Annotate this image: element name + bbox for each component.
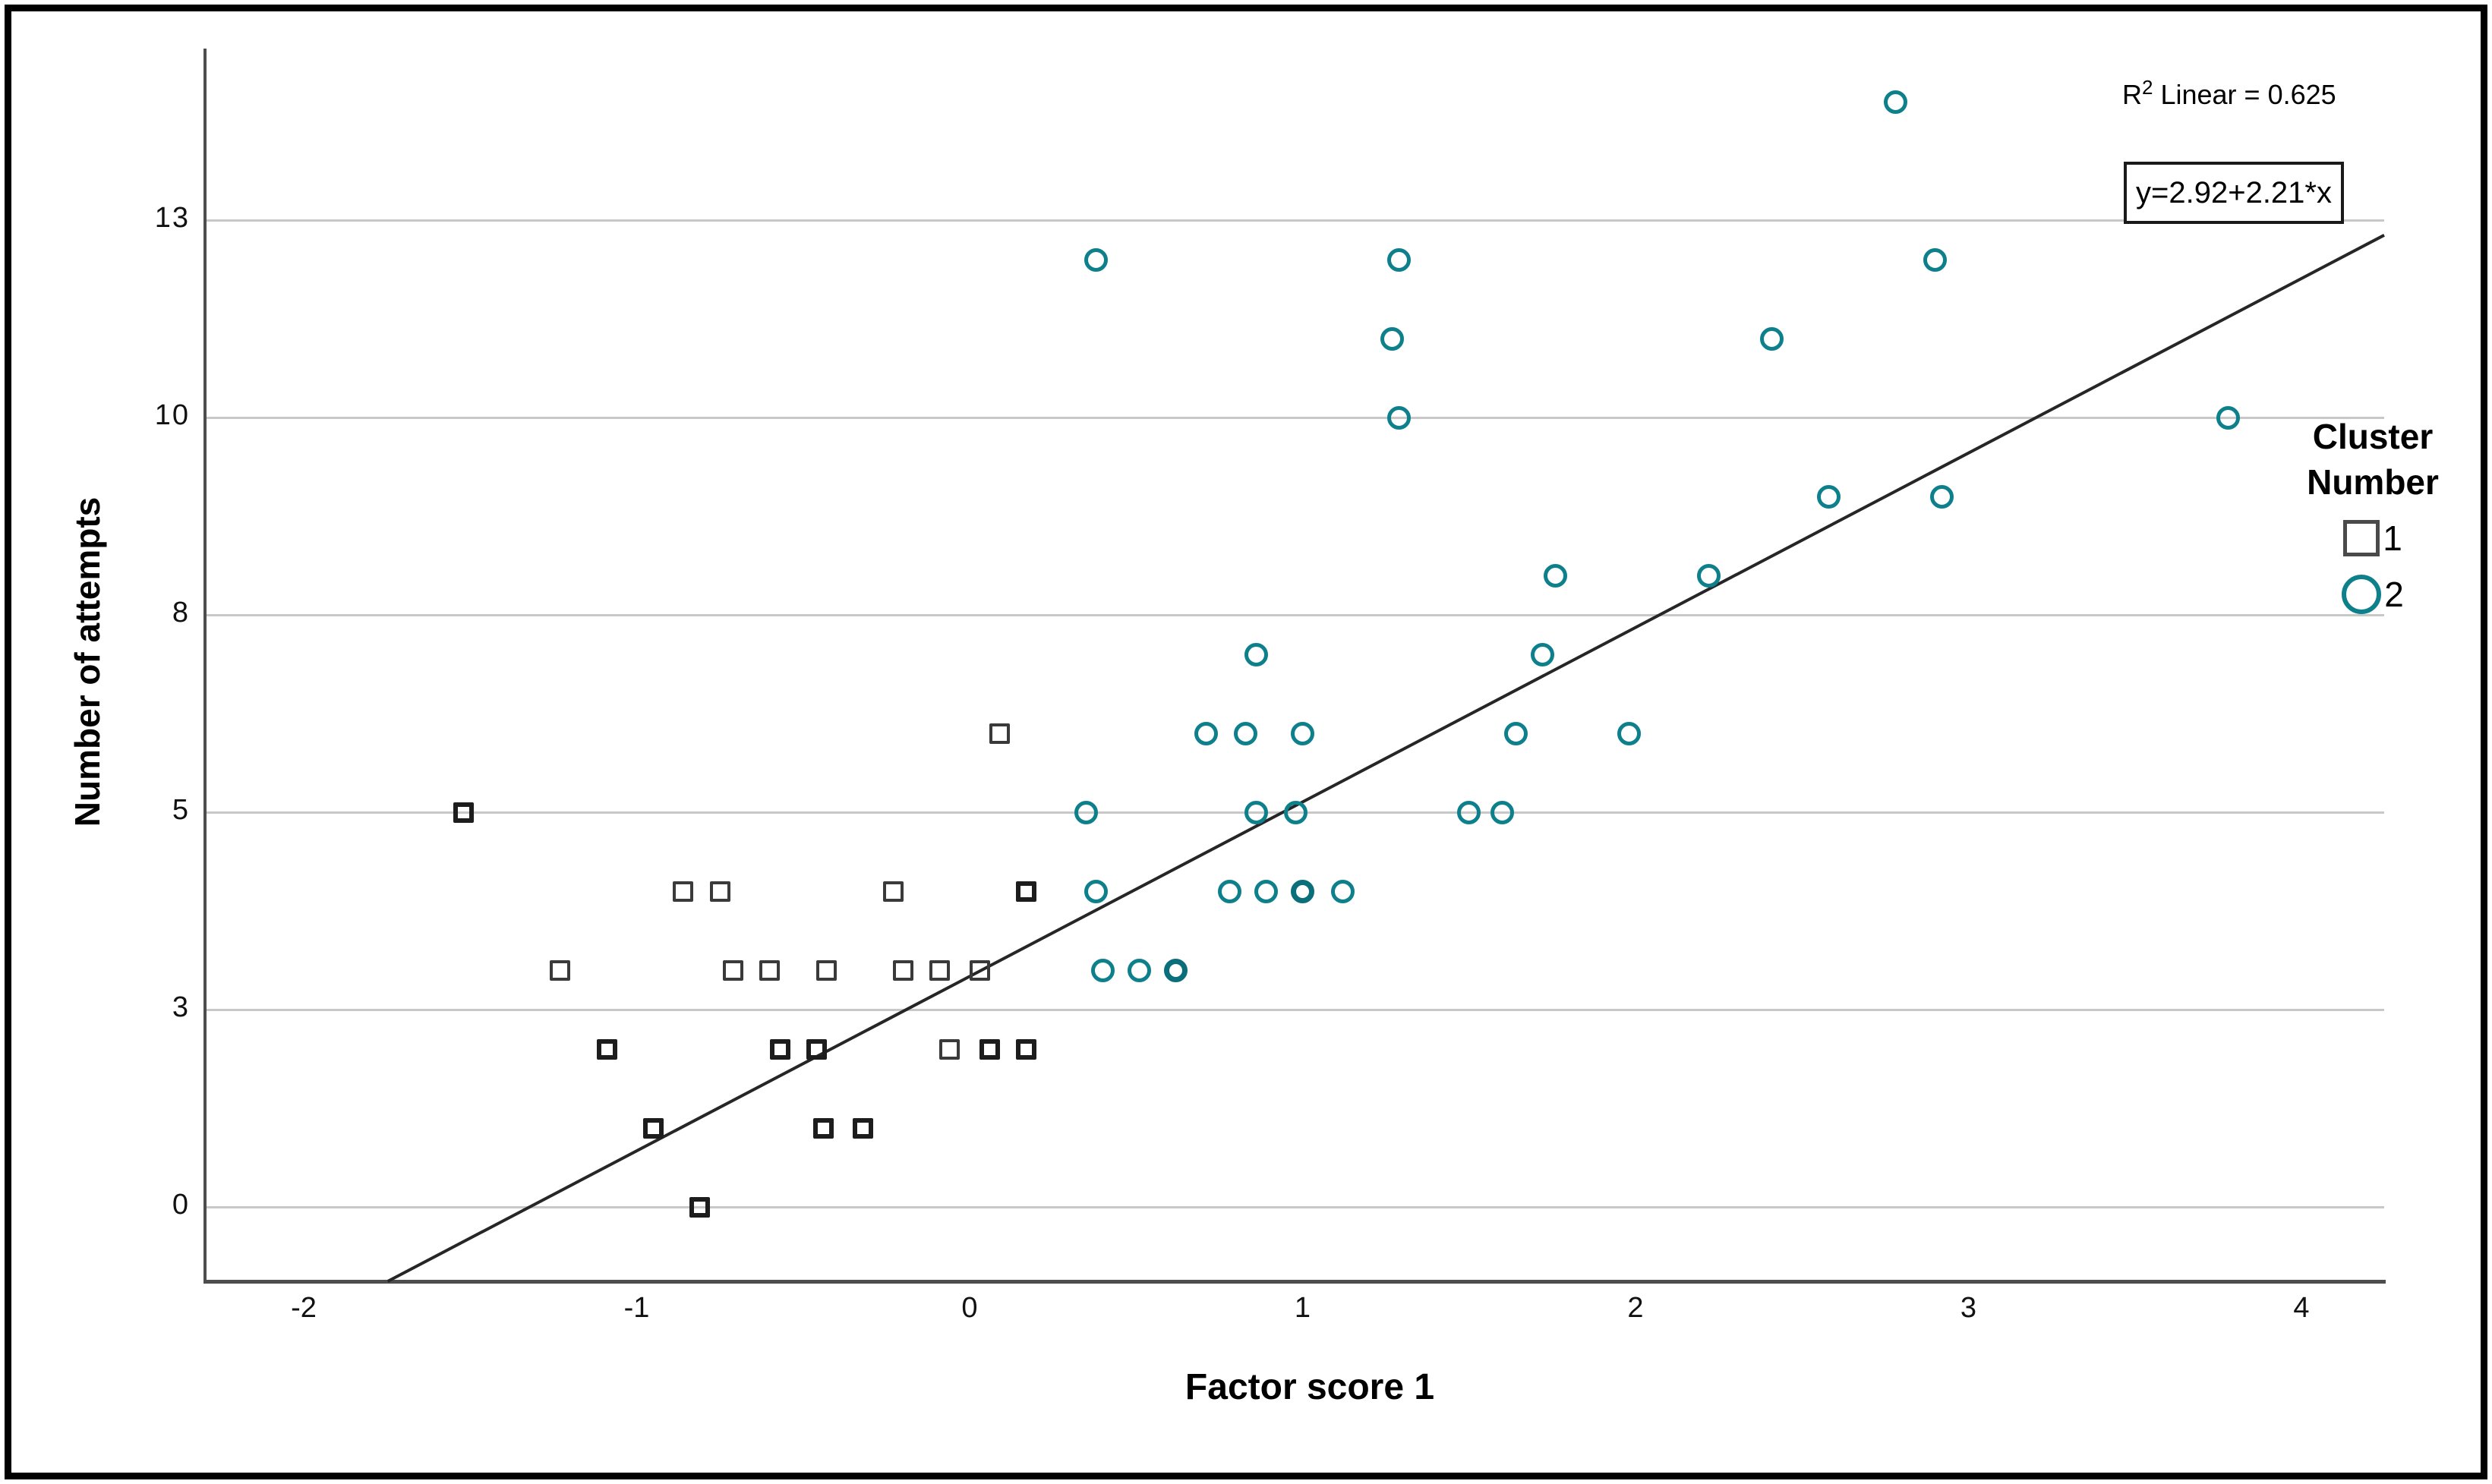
data-point-cluster2-circle bbox=[1217, 879, 1241, 903]
y-tick-label: 5 bbox=[172, 794, 190, 826]
data-point-cluster1-square bbox=[723, 959, 744, 981]
data-point-cluster2-circle bbox=[1883, 90, 1907, 114]
x-tick-label: -1 bbox=[623, 1292, 650, 1324]
data-point-cluster2-circle bbox=[1923, 247, 1948, 272]
data-point-cluster2-circle bbox=[1330, 879, 1355, 903]
r2-rest: Linear = 0.625 bbox=[2153, 79, 2336, 110]
data-point-cluster1-square bbox=[969, 959, 990, 981]
data-point-cluster2-circle bbox=[1284, 800, 1308, 824]
y-tick-label: 3 bbox=[172, 991, 190, 1023]
data-point-cluster2-circle bbox=[1194, 721, 1218, 745]
data-point-cluster2-circle bbox=[1074, 800, 1098, 824]
y-tick-label: 13 bbox=[154, 202, 190, 234]
data-point-cluster1-square bbox=[806, 1038, 827, 1060]
r2-base: R bbox=[2122, 79, 2142, 110]
legend-square-icon bbox=[2343, 520, 2380, 556]
data-point-cluster1-square bbox=[709, 881, 730, 902]
legend-circle-icon bbox=[2342, 575, 2382, 614]
data-point-cluster2-circle bbox=[1544, 563, 1568, 588]
data-point-cluster2-circle bbox=[1164, 958, 1188, 982]
y-tick-label: 10 bbox=[154, 399, 190, 431]
y-tick-label: 0 bbox=[172, 1189, 190, 1221]
data-point-cluster2-circle bbox=[1128, 958, 1152, 982]
equation-text: y=2.92+2.21*x bbox=[2136, 175, 2332, 210]
x-axis-line bbox=[203, 1280, 2386, 1284]
y-axis-line bbox=[203, 49, 207, 1282]
data-point-cluster1-square bbox=[892, 959, 913, 981]
data-point-cluster1-square bbox=[853, 1117, 874, 1139]
data-point-cluster1-square bbox=[596, 1038, 617, 1060]
data-point-cluster1-square bbox=[815, 959, 837, 981]
data-point-cluster2-circle bbox=[1387, 247, 1412, 272]
data-point-cluster1-square bbox=[989, 723, 1010, 744]
fit-line-layer bbox=[386, 234, 2385, 1283]
data-point-cluster2-circle bbox=[1244, 800, 1268, 824]
gridline-y-0 bbox=[205, 1206, 2384, 1208]
data-point-cluster2-circle bbox=[1760, 326, 1784, 351]
equation-box: y=2.92+2.21*x bbox=[2124, 162, 2344, 224]
data-point-cluster2-circle bbox=[1291, 879, 1314, 903]
data-point-cluster2-circle bbox=[1291, 721, 1314, 745]
data-point-cluster2-circle bbox=[1530, 642, 1554, 666]
data-point-cluster1-square bbox=[759, 959, 781, 981]
data-point-cluster1-square bbox=[1016, 1038, 1037, 1060]
data-point-cluster2-circle bbox=[1617, 721, 1641, 745]
legend-item-label: 2 bbox=[2384, 575, 2404, 614]
x-tick-label: 2 bbox=[1627, 1292, 1644, 1324]
data-point-cluster2-circle bbox=[1254, 879, 1278, 903]
y-axis-title: Number of attempts bbox=[68, 496, 107, 827]
data-point-cluster1-square bbox=[689, 1196, 711, 1218]
data-point-cluster1-square bbox=[769, 1038, 790, 1060]
data-point-cluster2-circle bbox=[1457, 800, 1481, 824]
legend-title-line1: Cluster bbox=[2312, 417, 2434, 456]
legend-title-line2: Number bbox=[2307, 462, 2439, 502]
x-tick-label: 4 bbox=[2293, 1292, 2310, 1324]
data-point-cluster2-circle bbox=[1929, 484, 1954, 509]
data-point-cluster1-square bbox=[642, 1117, 664, 1139]
x-tick-label: 1 bbox=[1294, 1292, 1311, 1324]
x-tick-label: 3 bbox=[1960, 1292, 1977, 1324]
data-point-cluster1-square bbox=[939, 1038, 961, 1060]
data-point-cluster1-square bbox=[453, 802, 474, 823]
x-tick-label: -2 bbox=[291, 1292, 317, 1324]
data-point-cluster2-circle bbox=[1234, 721, 1258, 745]
data-point-cluster1-square bbox=[882, 881, 904, 902]
gridline-y-10 bbox=[205, 417, 2384, 419]
data-point-cluster2-circle bbox=[1090, 958, 1115, 982]
data-point-cluster1-square bbox=[550, 959, 571, 981]
data-point-cluster2-circle bbox=[1816, 484, 1841, 509]
y-tick-label: 8 bbox=[172, 597, 190, 629]
r2-superscript: 2 bbox=[2142, 76, 2153, 99]
legend-item-2: 2 bbox=[2248, 572, 2492, 617]
data-point-cluster2-circle bbox=[1490, 800, 1515, 824]
x-tick-label: 0 bbox=[961, 1292, 978, 1324]
data-point-cluster2-circle bbox=[1696, 563, 1721, 588]
data-point-cluster2-circle bbox=[2216, 405, 2241, 430]
data-point-cluster2-circle bbox=[1380, 326, 1405, 351]
gridline-y-3 bbox=[205, 1009, 2384, 1011]
data-point-cluster1-square bbox=[979, 1038, 1000, 1060]
x-axis-title: Factor score 1 bbox=[1184, 1367, 1435, 1407]
data-point-cluster2-circle bbox=[1503, 721, 1528, 745]
regression-line bbox=[386, 234, 2385, 1283]
legend-title: Cluster Number bbox=[2248, 414, 2492, 505]
data-point-cluster2-circle bbox=[1387, 405, 1412, 430]
gridline-y-8 bbox=[205, 614, 2384, 616]
data-point-cluster1-square bbox=[1016, 881, 1037, 902]
legend-item-1: 1 bbox=[2248, 515, 2492, 561]
legend-item-label: 1 bbox=[2383, 518, 2402, 558]
data-point-cluster2-circle bbox=[1244, 642, 1268, 666]
data-point-cluster2-circle bbox=[1084, 879, 1109, 903]
data-point-cluster1-square bbox=[812, 1117, 834, 1139]
data-point-cluster1-square bbox=[929, 959, 951, 981]
gridline-y-13 bbox=[205, 219, 2384, 222]
r-squared-annotation: R2 Linear = 0.625 bbox=[2122, 76, 2336, 111]
data-point-cluster1-square bbox=[673, 881, 694, 902]
data-point-cluster2-circle bbox=[1084, 247, 1109, 272]
